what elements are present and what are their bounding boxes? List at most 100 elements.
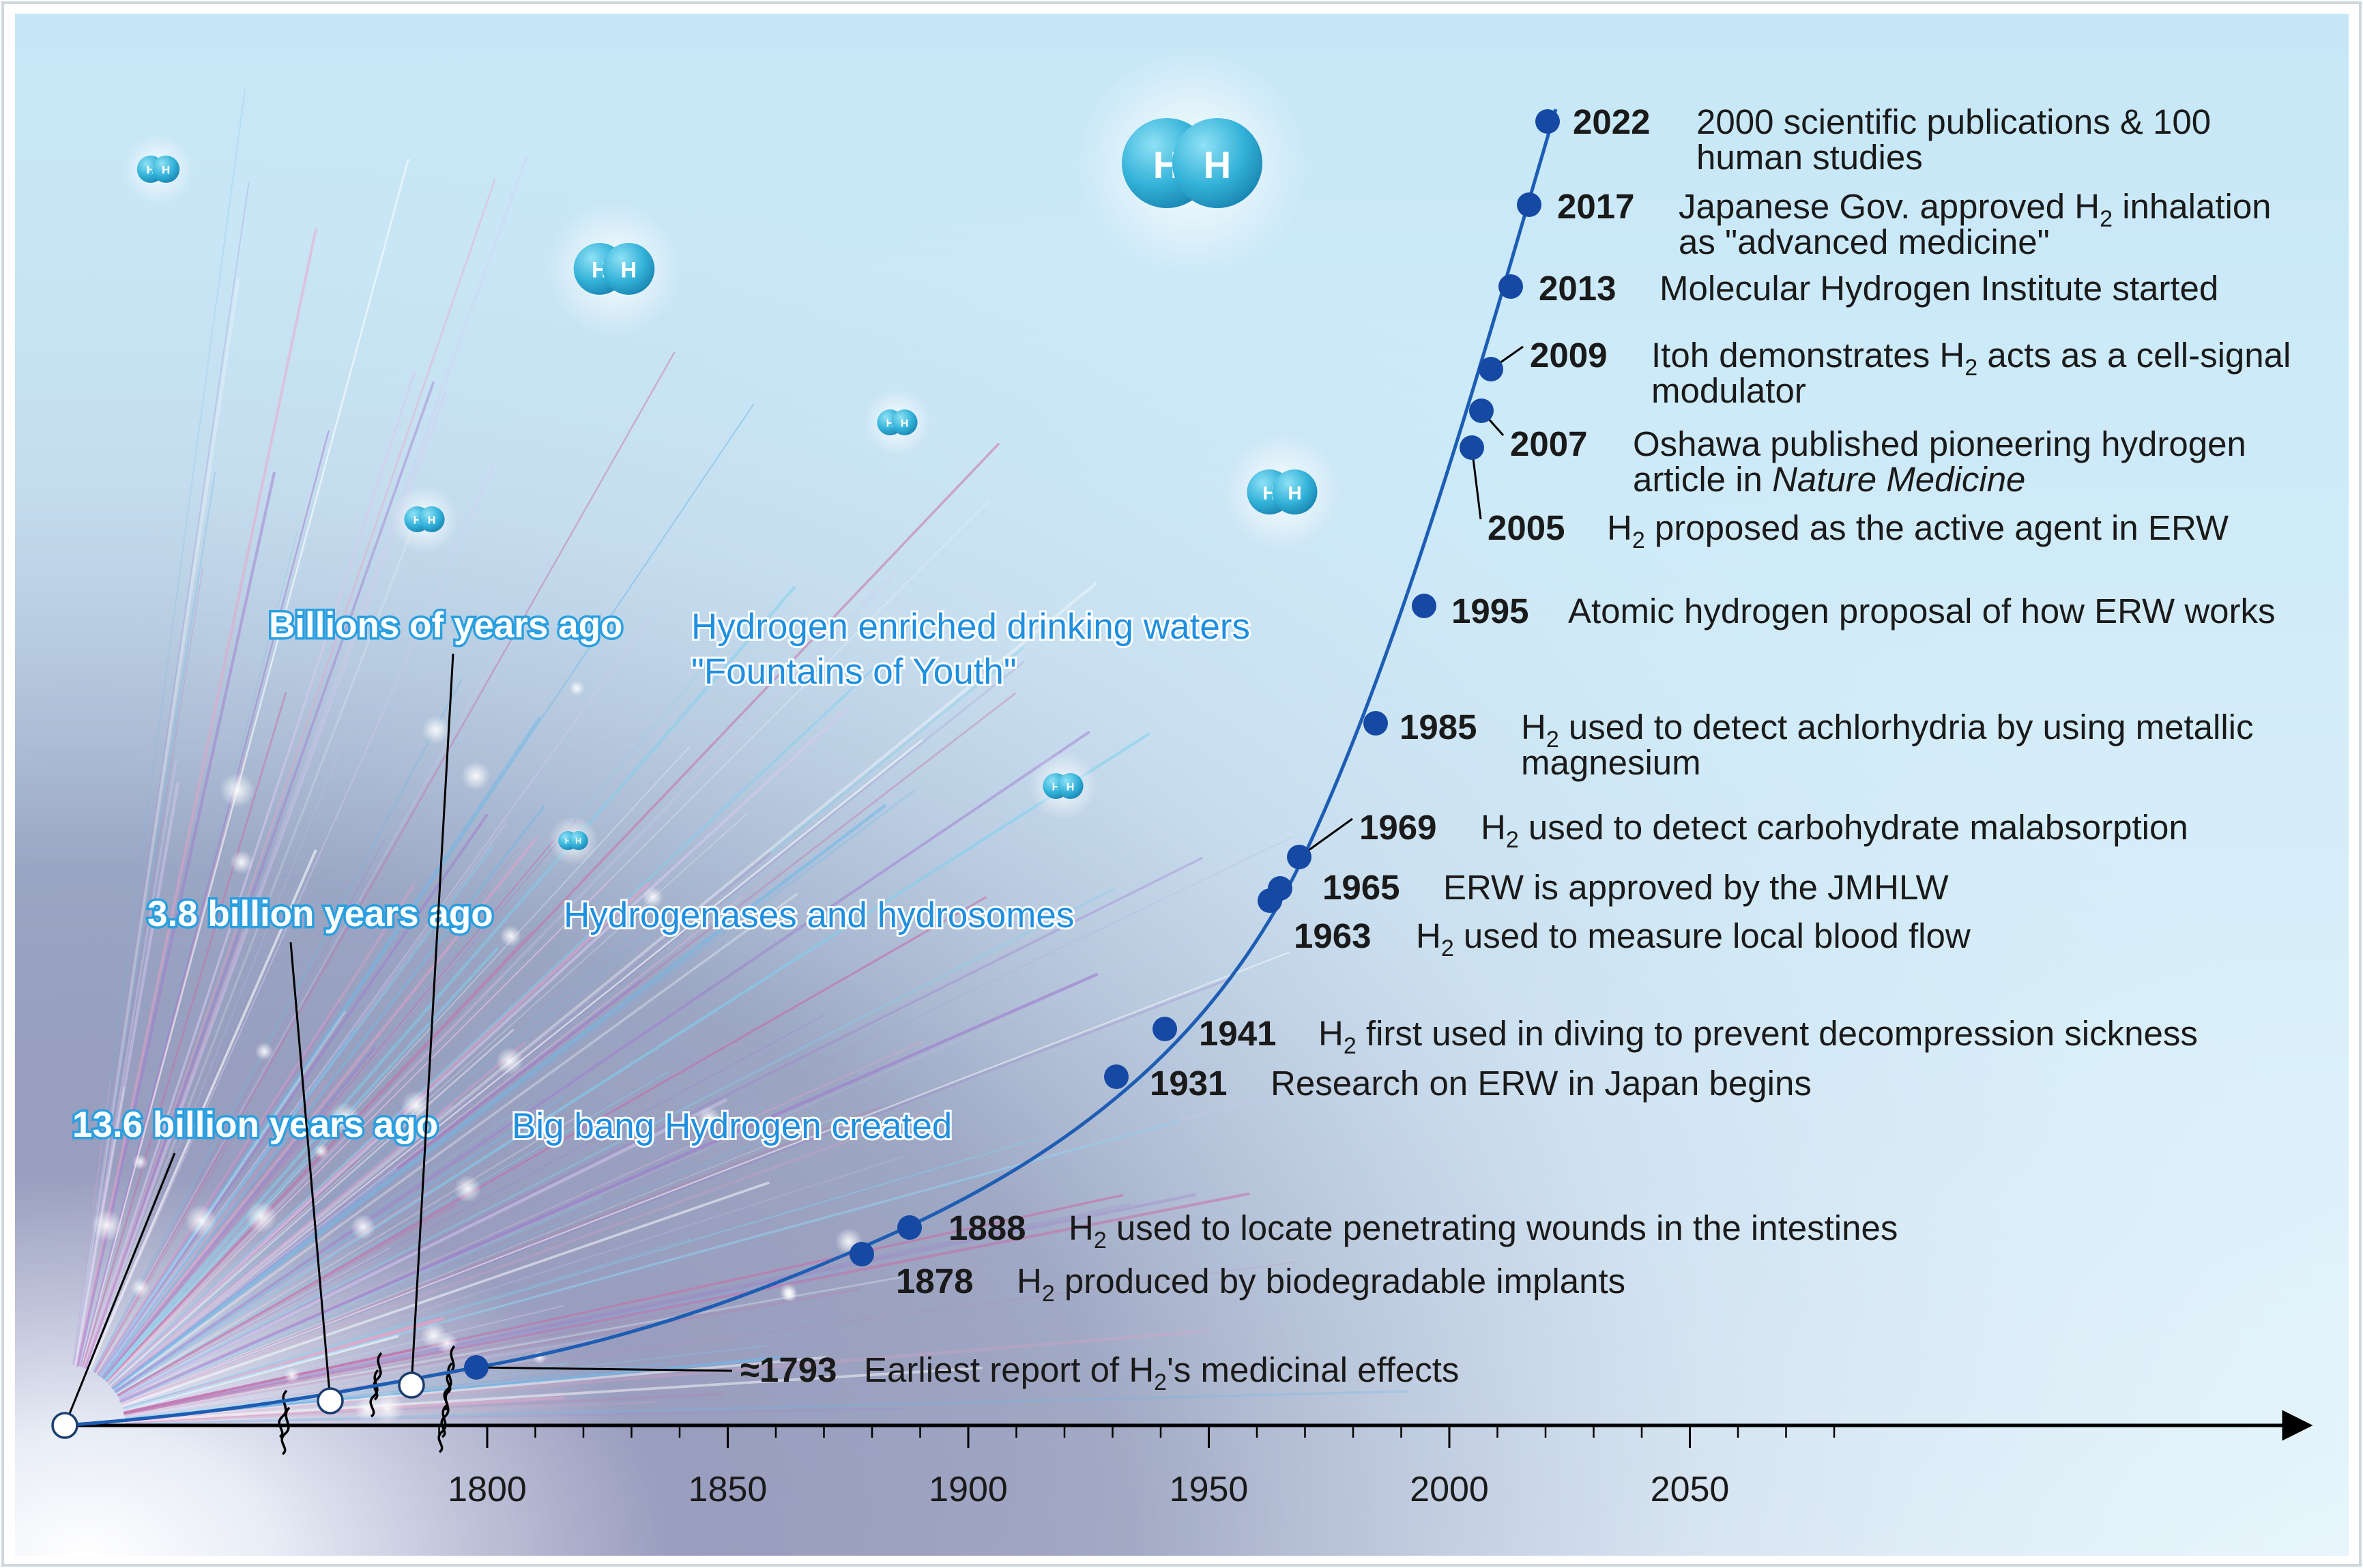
era-dot xyxy=(398,1371,425,1399)
light-ray xyxy=(124,1396,565,1423)
light-sparkle xyxy=(495,1047,524,1075)
atom-symbol: H xyxy=(1067,781,1075,793)
axis-break-mark xyxy=(440,1389,450,1438)
light-ray xyxy=(112,980,642,1389)
timeline-event: ≈1793 Earliest report of H2's medicinal e… xyxy=(464,1350,1459,1395)
event-description: H2 proposed as the active agent in ERW xyxy=(1607,508,2229,553)
light-ray xyxy=(124,1329,1210,1423)
atom-symbol: H xyxy=(901,417,909,429)
light-ray xyxy=(124,1301,731,1415)
event-dot xyxy=(1104,1064,1129,1089)
light-ray xyxy=(103,586,796,1381)
light-sparkle xyxy=(454,1175,481,1202)
light-sparkle xyxy=(284,1367,300,1383)
h-atom-right xyxy=(152,156,180,183)
era-leader-line xyxy=(289,942,332,1402)
light-ray xyxy=(111,852,772,1389)
light-ray xyxy=(124,1366,983,1423)
atom-symbol: H xyxy=(414,514,422,526)
event-year: 2022 xyxy=(1573,102,1650,141)
light-ray xyxy=(111,646,1025,1388)
timeline-event: 1995 Atomic hydrogen proposal of how ERW … xyxy=(1412,592,2276,630)
light-ray xyxy=(84,179,496,1369)
light-ray xyxy=(108,660,882,1385)
light-ray xyxy=(107,878,612,1383)
event-year: 2005 xyxy=(1488,508,1565,547)
event-text-pre: ERW is approved by the JMHLW xyxy=(1443,868,1949,907)
event-dot xyxy=(1469,398,1494,423)
light-ray xyxy=(97,716,541,1376)
event-description: 2000 scientific publications & 100 xyxy=(1696,102,2211,141)
era-marker: 13.6 billion years ago Big bang Hydrogen … xyxy=(51,1103,954,1439)
light-ray xyxy=(102,847,519,1378)
event-dot xyxy=(1498,274,1523,299)
light-ray xyxy=(123,1193,1196,1415)
timeline-event: 2022 2000 scientific publications & 100hu… xyxy=(1535,102,2211,177)
light-ray xyxy=(111,661,1025,1389)
event-dot xyxy=(1460,435,1484,460)
event-description: Molecular Hydrogen Institute started xyxy=(1659,269,2218,308)
event-dot xyxy=(1287,845,1311,869)
light-ray xyxy=(111,582,1098,1389)
light-ray xyxy=(111,914,672,1387)
event-text-subscript: 2 xyxy=(1546,727,1559,753)
light-ray xyxy=(111,1105,452,1388)
event-text-line2: modulator xyxy=(1651,371,1806,410)
event-description: ERW is approved by the JMHLW xyxy=(1443,868,1949,907)
atom-symbol: H xyxy=(576,837,582,846)
event-dot xyxy=(1517,192,1541,217)
event-dot xyxy=(464,1355,489,1380)
light-ray xyxy=(115,1189,431,1393)
light-ray xyxy=(125,1390,1408,1425)
light-sparkle xyxy=(245,1201,278,1233)
event-leader-line xyxy=(476,1366,733,1372)
event-text-post: produced by biodegradable implants xyxy=(1055,1262,1625,1301)
light-ray xyxy=(124,1192,1250,1415)
event-description: Itoh demonstrates H2 acts as a cell-sign… xyxy=(1651,336,2291,381)
event-text-post: used to detect achlorhydria by using met… xyxy=(1559,708,2254,746)
light-ray xyxy=(95,1117,246,1374)
era-description-line2: "Fountains of Youth" xyxy=(691,652,1017,692)
axis-ticks: 1800 1850 1900 1950 2000 2050 xyxy=(438,1425,1836,1509)
light-ray xyxy=(111,924,645,1386)
event-text-subscript: 2 xyxy=(1154,1369,1167,1395)
h-atom-right xyxy=(568,831,588,850)
timeline-event: 1965 ERW is approved by the JMHLW xyxy=(1268,868,1949,907)
event-text-italic: Nature Medicine xyxy=(1772,460,2025,499)
event-description: Atomic hydrogen proposal of how ERW work… xyxy=(1568,592,2276,630)
event-dot xyxy=(1412,594,1436,618)
event-description: H2 used to detect carbohydrate malabsorp… xyxy=(1481,808,2188,853)
light-ray xyxy=(123,1120,1181,1410)
era-description: Hydrogenases and hydrosomes xyxy=(564,895,1074,935)
light-ray xyxy=(106,975,504,1382)
event-year: 1985 xyxy=(1400,708,1477,746)
light-ray xyxy=(124,1335,618,1417)
light-ray xyxy=(103,646,722,1380)
event-text-subscript: 2 xyxy=(1632,527,1645,553)
light-ray xyxy=(76,228,317,1367)
event-description-line2: article in Nature Medicine xyxy=(1633,460,2025,499)
light-ray xyxy=(114,731,1090,1393)
light-sparkle xyxy=(642,886,664,908)
light-ray xyxy=(73,182,250,1365)
event-year: 2007 xyxy=(1510,424,1587,463)
atom-symbol: H xyxy=(1204,143,1232,186)
timeline-event: 2013 Molecular Hydrogen Institute started xyxy=(1498,269,2218,308)
light-ray xyxy=(93,556,553,1373)
light-ray xyxy=(121,1112,831,1403)
event-text-post: 's medicinal effects xyxy=(1167,1350,1459,1389)
light-sparkle xyxy=(185,1204,218,1237)
light-sparkle xyxy=(401,1090,432,1121)
light-ray xyxy=(113,892,798,1391)
event-text-post: used to detect carbohydrate malabsorptio… xyxy=(1519,808,2188,847)
light-ray xyxy=(79,430,330,1367)
event-year: 1931 xyxy=(1150,1064,1227,1103)
event-text-pre: Itoh demonstrates H xyxy=(1651,336,1965,375)
